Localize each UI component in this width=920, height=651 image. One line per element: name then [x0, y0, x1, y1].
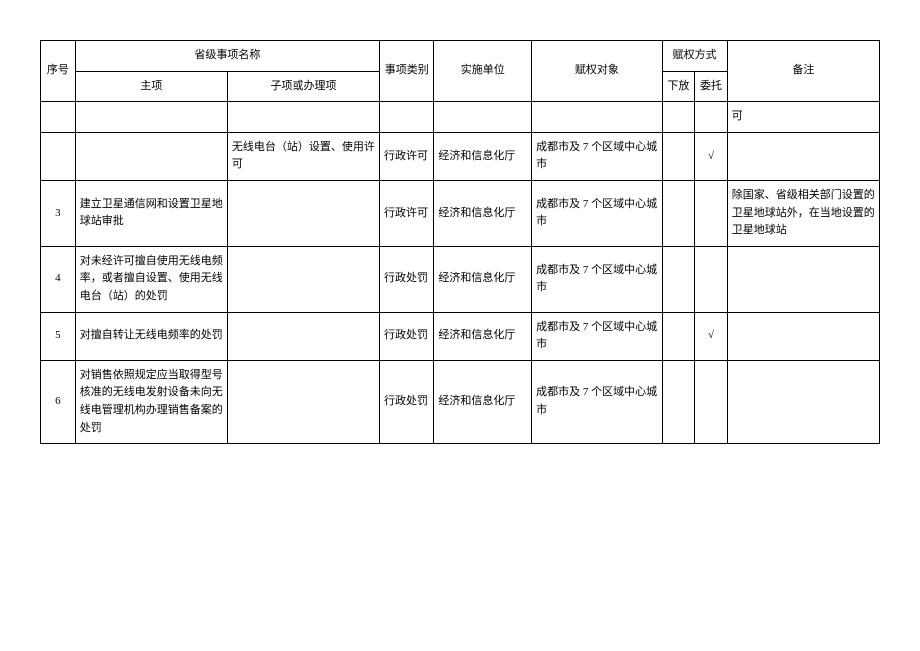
cell-obj: 成都市及 7 个区域中心城市: [532, 132, 662, 180]
cell-cat: 行政处罚: [380, 312, 434, 360]
table-row: 5 对擅自转让无线电频率的处罚 行政处罚 经济和信息化厅 成都市及 7 个区域中…: [41, 312, 880, 360]
header-method: 赋权方式: [662, 41, 727, 72]
cell-wt: [695, 246, 728, 312]
cell-main: 建立卫星通信网和设置卫星地球站审批: [75, 180, 227, 246]
cell-seq: 5: [41, 312, 76, 360]
cell-xf: [662, 246, 695, 312]
cell-cat: 行政处罚: [380, 360, 434, 443]
cell-note: [727, 360, 879, 443]
cell-note: 除国家、省级相关部门设置的卫星地球站外，在当地设置的卫星地球站: [727, 180, 879, 246]
cell-wt: [695, 180, 728, 246]
cell-wt: √: [695, 312, 728, 360]
header-xiafang: 下放: [662, 71, 695, 102]
cell-cat: 行政许可: [380, 132, 434, 180]
table-body: 可 无线电台（站）设置、使用许可 行政许可 经济和信息化厅 成都市及 7 个区域…: [41, 102, 880, 444]
header-sub-item: 子项或办理项: [227, 71, 379, 102]
cell-wt: [695, 102, 728, 133]
cell-sub: [227, 312, 379, 360]
cell-seq: 4: [41, 246, 76, 312]
cell-sub: [227, 246, 379, 312]
table-row: 可: [41, 102, 880, 133]
cell-main: 对擅自转让无线电频率的处罚: [75, 312, 227, 360]
cell-xf: [662, 360, 695, 443]
header-main-item: 主项: [75, 71, 227, 102]
header-note: 备注: [727, 41, 879, 102]
cell-org: [434, 102, 532, 133]
cell-main: 对未经许可擅自使用无线电频率，或者擅自设置、使用无线电台（站）的处罚: [75, 246, 227, 312]
cell-org: 经济和信息化厅: [434, 180, 532, 246]
cell-seq: [41, 102, 76, 133]
admin-items-table: 序号 省级事项名称 事项类别 实施单位 赋权对象 赋权方式 备注 主项 子项或办…: [40, 40, 880, 444]
cell-seq: 3: [41, 180, 76, 246]
cell-xf: [662, 132, 695, 180]
table-row: 4 对未经许可擅自使用无线电频率，或者擅自设置、使用无线电台（站）的处罚 行政处…: [41, 246, 880, 312]
header-category: 事项类别: [380, 41, 434, 102]
cell-org: 经济和信息化厅: [434, 312, 532, 360]
cell-xf: [662, 312, 695, 360]
cell-obj: 成都市及 7 个区域中心城市: [532, 312, 662, 360]
cell-xf: [662, 102, 695, 133]
cell-wt: √: [695, 132, 728, 180]
cell-note: 可: [727, 102, 879, 133]
table-header: 序号 省级事项名称 事项类别 实施单位 赋权对象 赋权方式 备注 主项 子项或办…: [41, 41, 880, 102]
cell-obj: 成都市及 7 个区域中心城市: [532, 360, 662, 443]
cell-cat: 行政许可: [380, 180, 434, 246]
cell-cat: [380, 102, 434, 133]
cell-obj: [532, 102, 662, 133]
header-seq: 序号: [41, 41, 76, 102]
header-object: 赋权对象: [532, 41, 662, 102]
table-row: 6 对销售依照规定应当取得型号核准的无线电发射设备未向无线电管理机构办理销售备案…: [41, 360, 880, 443]
cell-obj: 成都市及 7 个区域中心城市: [532, 246, 662, 312]
cell-main: [75, 132, 227, 180]
cell-note: [727, 132, 879, 180]
table-row: 3 建立卫星通信网和设置卫星地球站审批 行政许可 经济和信息化厅 成都市及 7 …: [41, 180, 880, 246]
cell-wt: [695, 360, 728, 443]
cell-org: 经济和信息化厅: [434, 246, 532, 312]
cell-sub: [227, 102, 379, 133]
cell-sub: [227, 360, 379, 443]
cell-sub: [227, 180, 379, 246]
cell-org: 经济和信息化厅: [434, 132, 532, 180]
cell-seq: [41, 132, 76, 180]
cell-cat: 行政处罚: [380, 246, 434, 312]
cell-obj: 成都市及 7 个区域中心城市: [532, 180, 662, 246]
cell-main: 对销售依照规定应当取得型号核准的无线电发射设备未向无线电管理机构办理销售备案的处…: [75, 360, 227, 443]
cell-sub: 无线电台（站）设置、使用许可: [227, 132, 379, 180]
header-org: 实施单位: [434, 41, 532, 102]
cell-note: [727, 246, 879, 312]
header-weituo: 委托: [695, 71, 728, 102]
cell-xf: [662, 180, 695, 246]
cell-org: 经济和信息化厅: [434, 360, 532, 443]
table-row: 无线电台（站）设置、使用许可 行政许可 经济和信息化厅 成都市及 7 个区域中心…: [41, 132, 880, 180]
header-province-item: 省级事项名称: [75, 41, 379, 72]
cell-main: [75, 102, 227, 133]
cell-note: [727, 312, 879, 360]
cell-seq: 6: [41, 360, 76, 443]
